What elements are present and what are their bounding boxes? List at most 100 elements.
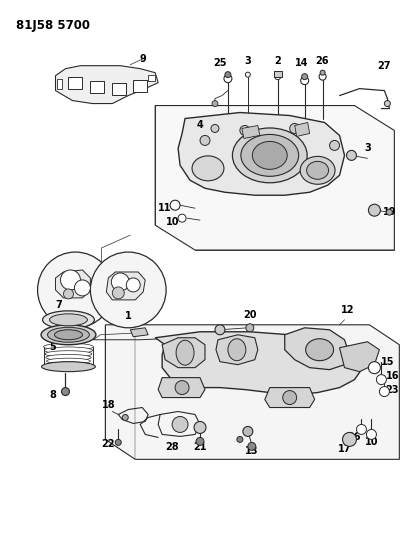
Circle shape [172, 416, 188, 432]
Polygon shape [216, 335, 258, 365]
Text: 14: 14 [295, 58, 308, 68]
Polygon shape [106, 272, 145, 300]
Circle shape [111, 273, 129, 291]
Polygon shape [56, 66, 158, 103]
Ellipse shape [54, 330, 83, 340]
Polygon shape [68, 77, 83, 88]
Circle shape [74, 280, 90, 296]
Polygon shape [178, 112, 344, 195]
Text: 23: 23 [386, 385, 399, 394]
Ellipse shape [306, 339, 334, 361]
Circle shape [115, 439, 121, 446]
Circle shape [178, 214, 186, 222]
Circle shape [175, 381, 189, 394]
Text: 3: 3 [364, 143, 371, 154]
Circle shape [384, 101, 390, 107]
Ellipse shape [176, 340, 194, 365]
Text: 19: 19 [383, 207, 396, 217]
Ellipse shape [47, 362, 90, 367]
Circle shape [240, 125, 250, 135]
Circle shape [215, 325, 225, 335]
Polygon shape [242, 125, 260, 139]
Circle shape [301, 77, 309, 85]
Polygon shape [295, 123, 310, 136]
Circle shape [342, 432, 357, 446]
Circle shape [290, 124, 300, 133]
Ellipse shape [47, 358, 90, 364]
Text: 5: 5 [49, 342, 56, 352]
Circle shape [61, 270, 81, 290]
Ellipse shape [45, 351, 92, 357]
Polygon shape [155, 106, 394, 250]
Circle shape [319, 73, 326, 80]
Circle shape [366, 430, 376, 439]
Circle shape [90, 252, 166, 328]
Text: 3: 3 [245, 56, 251, 66]
Ellipse shape [44, 347, 92, 354]
Text: 16: 16 [386, 370, 399, 381]
Circle shape [224, 75, 232, 83]
Text: 24: 24 [69, 311, 82, 321]
Text: 6: 6 [49, 315, 56, 325]
Polygon shape [133, 79, 147, 92]
Ellipse shape [42, 362, 95, 372]
Ellipse shape [228, 339, 246, 361]
Text: 18: 18 [101, 400, 115, 409]
Text: 21: 21 [193, 442, 207, 453]
Polygon shape [339, 342, 380, 372]
Circle shape [225, 71, 231, 78]
Circle shape [320, 70, 325, 75]
Ellipse shape [232, 128, 307, 183]
Text: 1: 1 [125, 311, 132, 321]
Text: 7: 7 [55, 300, 62, 310]
Circle shape [330, 140, 339, 150]
Circle shape [369, 204, 380, 216]
Circle shape [346, 150, 357, 160]
Circle shape [248, 442, 256, 450]
Polygon shape [106, 325, 399, 459]
Text: 10: 10 [365, 438, 378, 447]
Polygon shape [274, 71, 282, 77]
Ellipse shape [241, 134, 299, 176]
Text: 8: 8 [49, 390, 56, 400]
Circle shape [211, 125, 219, 133]
Circle shape [380, 386, 389, 397]
Text: 27: 27 [378, 61, 391, 71]
Text: 25: 25 [213, 58, 227, 68]
Circle shape [245, 72, 250, 77]
Polygon shape [158, 377, 205, 398]
Circle shape [63, 289, 74, 299]
Polygon shape [148, 75, 155, 80]
Circle shape [369, 362, 380, 374]
Polygon shape [155, 332, 362, 394]
Ellipse shape [47, 327, 90, 342]
Circle shape [170, 200, 180, 210]
Polygon shape [285, 328, 350, 370]
Circle shape [357, 424, 366, 434]
Circle shape [302, 74, 308, 79]
Circle shape [243, 426, 253, 437]
Polygon shape [112, 83, 126, 94]
Polygon shape [56, 79, 63, 88]
Circle shape [283, 391, 297, 405]
Circle shape [275, 74, 281, 79]
Polygon shape [56, 270, 90, 298]
Ellipse shape [43, 343, 93, 350]
Text: 26: 26 [315, 56, 328, 66]
Polygon shape [265, 387, 315, 408]
Circle shape [237, 437, 243, 442]
Ellipse shape [192, 156, 224, 181]
Ellipse shape [300, 156, 335, 184]
Circle shape [122, 415, 128, 421]
Polygon shape [130, 328, 148, 337]
Circle shape [38, 252, 113, 328]
Text: 20: 20 [243, 310, 256, 320]
Ellipse shape [41, 325, 96, 345]
Text: 2: 2 [274, 56, 281, 66]
Text: 15: 15 [381, 357, 394, 367]
Circle shape [61, 387, 70, 395]
Circle shape [126, 278, 140, 292]
Text: 10: 10 [166, 217, 180, 227]
Text: 11: 11 [158, 203, 172, 213]
Circle shape [196, 438, 204, 446]
